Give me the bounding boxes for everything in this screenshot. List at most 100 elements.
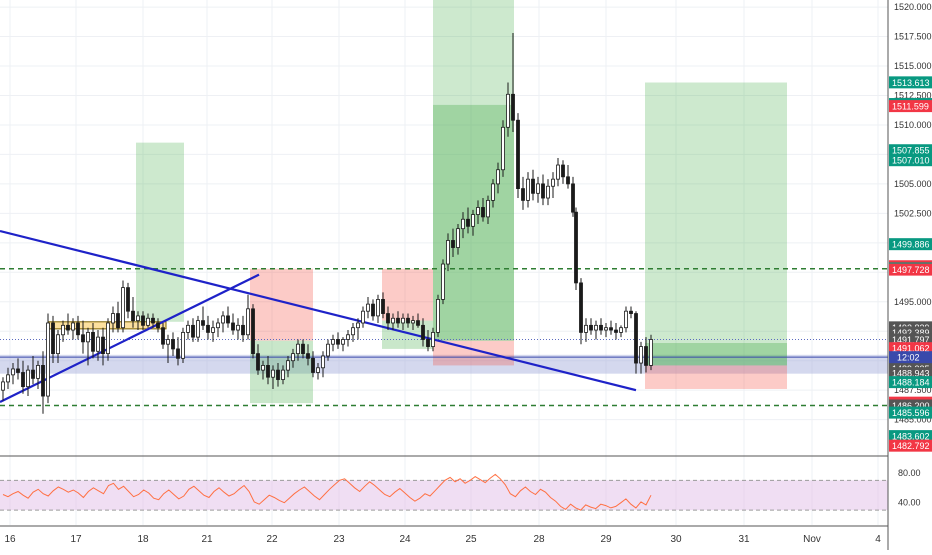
candle-99: [496, 162, 500, 194]
candle-79: [396, 311, 400, 328]
candle-119: [594, 320, 598, 340]
candle-129: [644, 337, 648, 373]
candle-101: [506, 82, 510, 137]
candle-26: [131, 297, 135, 328]
candle-72: [361, 306, 365, 328]
rsi-line: [2, 473, 652, 511]
price-tick-label-10: 1495.000: [894, 297, 932, 307]
candle-body-29: [146, 317, 150, 326]
candles-layer: [1, 33, 653, 414]
candle-body-45: [226, 315, 230, 324]
current-price-tag-label: 12:02: [897, 353, 920, 363]
candle-body-87: [436, 299, 440, 333]
candle-60: [301, 339, 305, 359]
price-tick-label-2: 1515.000: [894, 61, 932, 71]
candle-body-28: [141, 315, 145, 326]
candle-1: [6, 367, 10, 389]
candle-91: [456, 223, 460, 255]
candle-68: [341, 337, 345, 352]
candle-42: [211, 320, 215, 342]
candle-2: [11, 363, 15, 385]
candle-body-64: [321, 355, 325, 369]
price-tick-label-3: 1512.500: [894, 90, 932, 100]
candle-body-14: [71, 322, 75, 331]
price-tag-label-12: 1491.062: [892, 344, 930, 354]
candle-body-49: [246, 308, 250, 336]
candle-body-35: [176, 348, 180, 359]
candle-13: [66, 313, 70, 335]
candle-body-104: [521, 188, 525, 201]
candle-23: [116, 301, 120, 333]
time-tick-label-10: 30: [670, 534, 682, 545]
price-tag-bg-22: [889, 439, 932, 452]
candle-body-41: [206, 324, 210, 333]
candle-body-22: [111, 313, 115, 324]
candle-25: [126, 282, 130, 319]
candle-body-78: [391, 317, 395, 324]
candle-22: [111, 306, 115, 333]
candle-body-83: [416, 320, 420, 326]
price-tick-label-1: 1517.500: [894, 32, 932, 42]
candle-body-121: [604, 327, 608, 331]
candle-body-106: [531, 178, 535, 194]
candle-92: [461, 212, 465, 239]
price-tag-label-0: 1513.613: [892, 78, 930, 88]
candle-body-81: [406, 317, 410, 324]
candle-body-43: [216, 322, 220, 329]
support-zone: [0, 354, 888, 374]
candle-8: [41, 351, 45, 414]
candle-3: [16, 358, 20, 380]
candle-125: [624, 306, 628, 333]
price-tag-bg-3: [889, 144, 932, 157]
candle-19: [96, 330, 100, 361]
candle-48: [241, 315, 245, 342]
candle-52: [261, 360, 265, 380]
candle-95: [476, 200, 480, 224]
candle-46: [231, 313, 235, 335]
candle-body-73: [366, 303, 370, 312]
position-3-target-zone: [433, 0, 514, 341]
price-tick-label-7: 1502.500: [894, 208, 932, 218]
candle-body-6: [31, 369, 35, 379]
candle-122: [609, 320, 613, 335]
candle-12: [61, 320, 65, 342]
candle-body-98: [491, 183, 495, 201]
rsi-pane: [0, 473, 888, 511]
candle-body-38: [191, 324, 195, 338]
candle-51: [256, 344, 260, 375]
candle-body-130: [649, 339, 653, 366]
candle-body-59: [296, 343, 300, 355]
candle-114: [571, 176, 575, 217]
candle-71: [356, 318, 360, 340]
candle-body-51: [256, 353, 260, 371]
candle-82: [411, 315, 415, 331]
candle-21: [106, 318, 110, 361]
candle-118: [589, 318, 593, 335]
candle-124: [619, 325, 623, 338]
candle-37: [186, 320, 190, 340]
time-axis: 16 17 18 21 22 23 24 25 28 29 30 31 Nov 4: [0, 525, 888, 545]
time-tick-label-4: 22: [266, 534, 278, 545]
candle-body-65: [326, 343, 330, 357]
price-tag-label-3: 1507.855: [892, 146, 930, 156]
candle-body-90: [451, 240, 455, 248]
candle-86: [431, 327, 435, 352]
candle-109: [546, 179, 550, 206]
candle-49: [246, 294, 250, 340]
candle-103: [516, 113, 520, 199]
price-tick-label-0: 1520.000: [894, 2, 932, 12]
candle-body-123: [614, 329, 618, 333]
candle-body-13: [66, 324, 70, 331]
candle-body-39: [196, 320, 200, 338]
price-tick-label-6: 1505.000: [894, 179, 932, 189]
candle-54: [271, 365, 275, 389]
candle-115: [574, 207, 578, 290]
candle-28: [141, 311, 145, 331]
candle-body-52: [261, 365, 265, 371]
candle-83: [416, 313, 420, 328]
trendline-0: [0, 229, 637, 392]
candle-body-115: [574, 211, 578, 284]
candle-117: [584, 318, 588, 342]
